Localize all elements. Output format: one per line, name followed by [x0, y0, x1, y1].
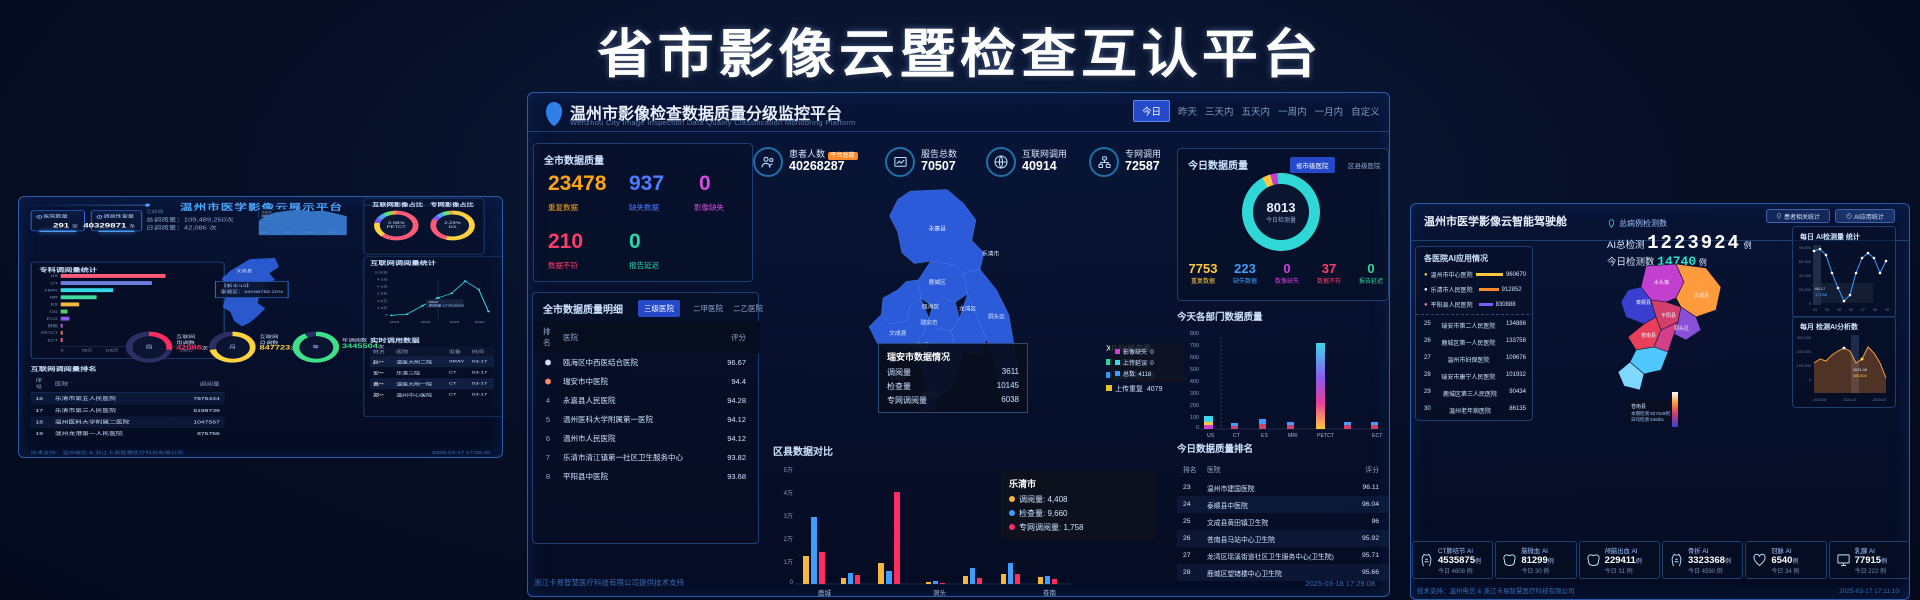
svg-text:CT: CT	[51, 281, 58, 285]
svg-text:ECG: ECG	[47, 317, 59, 321]
svg-text:09: 09	[1885, 308, 1889, 312]
svg-text:0: 0	[1196, 425, 1199, 431]
svg-text:ES: ES	[1261, 433, 1268, 439]
svg-text:洞头: 洞头	[933, 588, 947, 597]
svg-text:5万: 5万	[784, 467, 793, 474]
svg-text:60,000: 60,000	[1799, 259, 1812, 264]
svg-text:CT: CT	[1233, 433, 1241, 439]
svg-text:4万: 4万	[784, 490, 793, 497]
svg-text:100万: 100万	[105, 348, 118, 352]
svg-text:20:00: 20:00	[329, 231, 337, 234]
svg-text:文成县: 文成县	[889, 329, 906, 337]
svg-text:OG: OG	[50, 310, 59, 314]
svg-text:2024-08: 2024-08	[1853, 368, 1867, 372]
svg-text:洞头区: 洞头区	[988, 313, 1005, 321]
svg-text:0: 0	[61, 348, 65, 352]
svg-text:2万: 2万	[784, 536, 793, 543]
svg-text:4.0万: 4.0万	[377, 285, 388, 288]
svg-text:100: 100	[1190, 415, 1199, 421]
svg-text:500: 500	[1190, 367, 1199, 373]
svg-text:3.5万: 3.5万	[377, 292, 388, 295]
svg-text:90,500: 90,500	[1799, 245, 1812, 250]
svg-text:PETCT: PETCT	[41, 331, 58, 335]
svg-text:1.5万: 1.5万	[377, 307, 388, 310]
svg-text:08: 08	[1873, 308, 1877, 312]
svg-text:17,098: 17,098	[1815, 292, 1828, 297]
svg-text:洞头区: 洞头区	[1674, 325, 1689, 332]
svg-text:10:00: 10:00	[283, 231, 291, 234]
svg-text:日均检测 546/bs: 日均检测 546/bs	[1631, 416, 1665, 423]
svg-text:ECT: ECT	[48, 338, 59, 342]
svg-text:100,000: 100,000	[1797, 363, 1812, 368]
svg-text:US: US	[1207, 433, 1215, 439]
svg-text:0: 0	[1809, 377, 1812, 382]
svg-text:文成县: 文成县	[236, 268, 253, 273]
svg-text:2022: 2022	[475, 321, 485, 324]
svg-text:水头镇: 水头镇	[1654, 279, 1669, 286]
svg-text:1万: 1万	[784, 559, 793, 566]
svg-text:其他: 其他	[48, 323, 59, 328]
svg-text:400: 400	[1190, 379, 1199, 385]
svg-text:永嘉县: 永嘉县	[929, 225, 946, 233]
svg-text:ES: ES	[51, 303, 58, 307]
svg-text:苍南县: 苍南县	[1641, 332, 1656, 339]
svg-text:4.5万: 4.5万	[377, 278, 388, 281]
svg-text:05: 05	[1837, 308, 1841, 312]
svg-text:平阳县: 平阳县	[1661, 312, 1676, 319]
svg-text:06: 06	[1849, 308, 1853, 312]
svg-text:MR: MR	[50, 295, 58, 299]
svg-text:2024-06: 2024-06	[1813, 398, 1826, 402]
svg-text:苍南: 苍南	[1043, 588, 1057, 597]
svg-text:2018: 2018	[421, 321, 431, 324]
svg-text:龙湾区: 龙湾区	[959, 304, 976, 312]
svg-text:瓯海区: 瓯海区	[922, 303, 939, 311]
svg-text:200,000: 200,000	[1797, 349, 1812, 354]
svg-text:瑞安市: 瑞安市	[920, 318, 937, 326]
svg-text:乐清市: 乐清市	[982, 249, 999, 257]
svg-text:互联网: 互联网	[261, 210, 272, 214]
svg-text:03: 03	[1813, 308, 1817, 312]
svg-text:5.00万: 5.00万	[375, 271, 388, 274]
svg-text:2025-03: 2025-03	[1873, 398, 1886, 402]
svg-text:800: 800	[1190, 331, 1199, 337]
svg-text:50万: 50万	[82, 348, 92, 352]
svg-text:ECT: ECT	[1372, 433, 1383, 439]
svg-text:鹿城: 鹿城	[818, 588, 832, 597]
svg-text:300: 300	[1190, 391, 1199, 397]
svg-text:300,000: 300,000	[1797, 335, 1812, 340]
svg-text:MRI: MRI	[1288, 433, 1298, 439]
svg-text:15:00: 15:00	[306, 231, 314, 234]
svg-text:380,804: 380,804	[1853, 374, 1867, 378]
svg-text:调阅量 177636452: 调阅量 177636452	[428, 303, 464, 307]
svg-text:3.0万: 3.0万	[377, 299, 388, 302]
svg-text:0: 0	[1809, 301, 1812, 306]
svg-text:700: 700	[1190, 343, 1199, 349]
svg-text:600: 600	[1190, 355, 1199, 361]
svg-text:2024-10: 2024-10	[1843, 398, 1856, 402]
svg-text:06-17: 06-17	[1815, 286, 1826, 291]
svg-text:2016: 2016	[390, 321, 400, 324]
svg-text:文成县: 文成县	[1694, 292, 1709, 299]
svg-text:苍南县: 苍南县	[1631, 403, 1646, 410]
svg-text:04: 04	[1825, 308, 1829, 312]
svg-text:200: 200	[1190, 403, 1199, 409]
svg-text:0: 0	[385, 314, 387, 317]
svg-text:2020: 2020	[450, 321, 460, 324]
svg-text:PETCT: PETCT	[1317, 433, 1335, 439]
svg-text:0: 0	[790, 580, 794, 586]
svg-text:本期检测 927429例: 本期检测 927429例	[1631, 410, 1670, 417]
svg-text:US: US	[51, 274, 58, 278]
svg-text:05:00: 05:00	[260, 231, 268, 234]
svg-text:07: 07	[1861, 308, 1865, 312]
svg-text:40,000: 40,000	[1799, 273, 1812, 278]
svg-text:XRAY: XRAY	[44, 288, 58, 292]
svg-text:3万: 3万	[784, 513, 793, 520]
svg-text:泰顺县: 泰顺县	[1636, 299, 1651, 306]
svg-text:鹿城区: 鹿城区	[929, 278, 946, 286]
svg-text:20,000: 20,000	[1799, 287, 1812, 292]
